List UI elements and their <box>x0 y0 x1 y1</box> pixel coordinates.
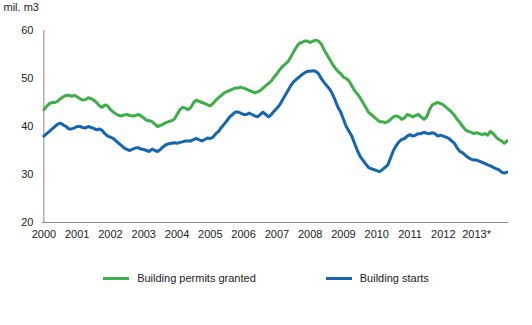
svg-text:2004: 2004 <box>165 228 189 240</box>
html-text:Building starts: Building starts <box>359 272 429 284</box>
svg-text:2008: 2008 <box>298 228 322 240</box>
svg-text:2011: 2011 <box>398 228 422 240</box>
svg-text:2009: 2009 <box>331 228 355 240</box>
svg-text:mil. m3: mil. m3 <box>4 1 39 13</box>
svg-text:40: 40 <box>21 120 33 132</box>
html-text:Building permits granted: Building permits granted <box>137 272 256 284</box>
svg-text:50: 50 <box>21 72 33 84</box>
svg-text:2001: 2001 <box>65 228 89 240</box>
svg-text:2003: 2003 <box>132 228 156 240</box>
svg-text:20: 20 <box>21 216 33 228</box>
svg-text:2005: 2005 <box>198 228 222 240</box>
svg-text:2012: 2012 <box>431 228 455 240</box>
svg-text:2006: 2006 <box>231 228 255 240</box>
svg-text:2013*: 2013* <box>462 228 491 240</box>
svg-text:2002: 2002 <box>98 228 122 240</box>
svg-text:2010: 2010 <box>365 228 389 240</box>
svg-text:30: 30 <box>21 168 33 180</box>
svg-text:2007: 2007 <box>265 228 289 240</box>
svg-text:60: 60 <box>21 24 33 36</box>
svg-text:2000: 2000 <box>32 228 56 240</box>
